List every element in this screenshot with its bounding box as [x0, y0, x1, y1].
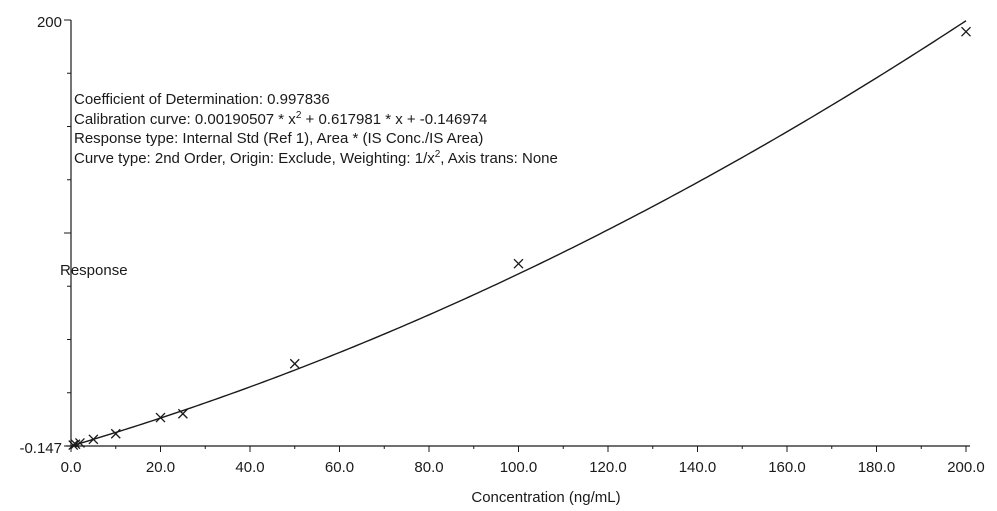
annotation-curve-type: Curve type: 2nd Order, Origin: Exclude, … — [74, 149, 558, 167]
x-tick-label: 60.0 — [325, 459, 354, 476]
data-point-marker — [155, 412, 166, 423]
x-tick-label: 100.0 — [500, 459, 538, 476]
axes — [66, 20, 970, 447]
annotation-calibration-curve: Calibration curve: 0.00190507 * x2 + 0.6… — [74, 110, 487, 128]
annotation-r2: Coefficient of Determination: 0.997836 — [74, 91, 330, 108]
y-tick-label-max: 200 — [37, 14, 62, 31]
data-point-marker — [961, 26, 971, 37]
x-tick-label: 180.0 — [858, 459, 896, 476]
data-point-marker — [68, 440, 79, 451]
x-tick-label: 20.0 — [146, 459, 175, 476]
data-point-marker — [513, 258, 524, 269]
y-axis-title: Response — [60, 262, 128, 279]
data-point-marker — [177, 408, 188, 419]
x-axis-title: Concentration (ng/mL) — [471, 489, 620, 506]
x-tick-label: 0.0 — [61, 459, 82, 476]
x-tick-label: 40.0 — [235, 459, 264, 476]
data-points — [68, 26, 971, 451]
data-point-marker — [74, 437, 85, 448]
y-tick-label-min: -0.147 — [19, 440, 62, 457]
data-point-marker — [289, 358, 300, 369]
x-tick-label: 120.0 — [589, 459, 627, 476]
x-tick-label: 140.0 — [679, 459, 717, 476]
ticks: 0.0 20.0 40.0 60.0 80.0 100.0 120.0 140.0 160.0 1… — [61, 19, 985, 476]
data-point-marker — [88, 434, 99, 445]
x-tick-label: 160.0 — [768, 459, 806, 476]
x-tick-label: 80.0 — [414, 459, 443, 476]
x-tick-label: 200.0 — [947, 459, 985, 476]
calibration-fit-curve — [70, 20, 967, 447]
data-point-marker — [110, 428, 121, 439]
annotation-response-type: Response type: Internal Std (Ref 1), Are… — [74, 130, 483, 147]
